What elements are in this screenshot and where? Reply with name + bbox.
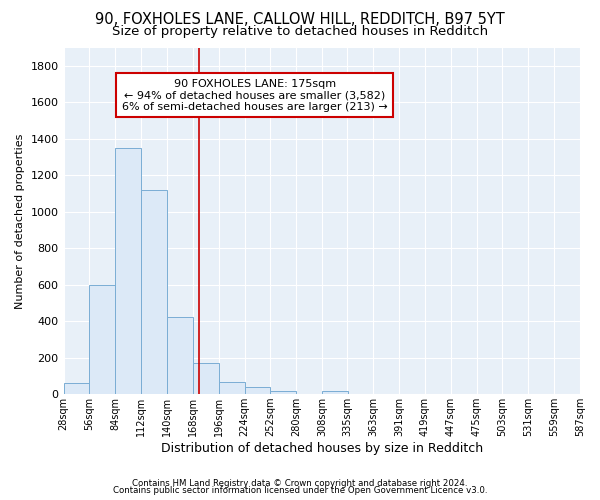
Text: Size of property relative to detached houses in Redditch: Size of property relative to detached ho… — [112, 25, 488, 38]
Text: 90, FOXHOLES LANE, CALLOW HILL, REDDITCH, B97 5YT: 90, FOXHOLES LANE, CALLOW HILL, REDDITCH… — [95, 12, 505, 28]
Bar — [115, 148, 141, 394]
Bar — [245, 387, 271, 394]
Text: Contains HM Land Registry data © Crown copyright and database right 2024.: Contains HM Land Registry data © Crown c… — [132, 478, 468, 488]
Text: Contains public sector information licensed under the Open Government Licence v3: Contains public sector information licen… — [113, 486, 487, 495]
Bar — [141, 190, 167, 394]
Bar — [64, 383, 89, 394]
Bar — [89, 284, 115, 394]
Y-axis label: Number of detached properties: Number of detached properties — [15, 133, 25, 308]
Bar — [271, 390, 296, 394]
Bar — [219, 382, 245, 394]
Text: 90 FOXHOLES LANE: 175sqm
← 94% of detached houses are smaller (3,582)
6% of semi: 90 FOXHOLES LANE: 175sqm ← 94% of detach… — [122, 78, 388, 112]
Bar — [193, 363, 219, 394]
X-axis label: Distribution of detached houses by size in Redditch: Distribution of detached houses by size … — [161, 442, 483, 455]
Bar — [167, 316, 193, 394]
Bar — [322, 390, 348, 394]
